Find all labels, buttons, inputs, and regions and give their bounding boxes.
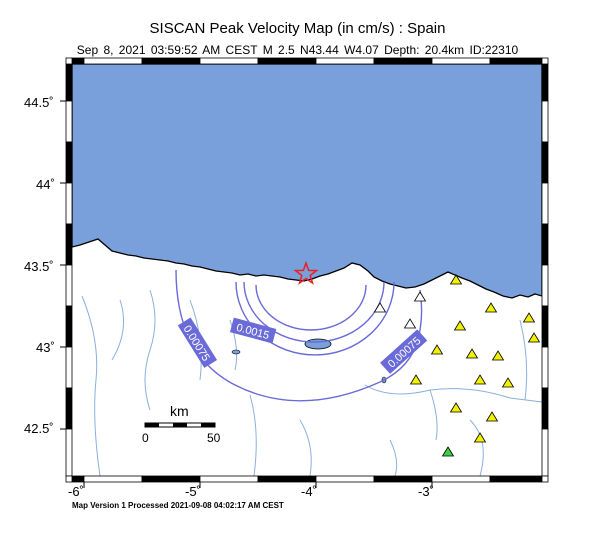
station-triangle-icon[interactable]: [413, 291, 427, 302]
station-triangle-icon[interactable]: [453, 320, 467, 331]
station-triangle-icon[interactable]: [473, 374, 487, 385]
station-triangle-icon[interactable]: [501, 377, 515, 388]
scale-start: 0: [142, 431, 149, 445]
event-id: ID:22310: [469, 43, 519, 57]
frame-segment: [257, 475, 317, 483]
frame-segment: [65, 63, 73, 102]
frame-segment: [83, 57, 143, 65]
station-triangle-icon[interactable]: [465, 348, 479, 359]
station-triangle-icon[interactable]: [430, 344, 444, 355]
rivers: [81, 289, 542, 476]
station-triangle-icon[interactable]: [485, 411, 499, 422]
frame-segment: [541, 182, 549, 225]
station-triangle-icon[interactable]: [441, 446, 455, 457]
lat-tick-label: 44.5˚: [24, 95, 54, 110]
frame-segment: [373, 475, 433, 483]
lon-tick-label: -3˚: [418, 484, 434, 499]
map-subtitle: Sep 8, 2021 03:59:52 AM CEST M 2.5 N43.4…: [0, 43, 595, 57]
frame-segment: [541, 475, 549, 483]
frame-segment: [489, 475, 543, 483]
lat-tick-label: 43˚: [36, 340, 55, 355]
frame-segment: [315, 57, 375, 65]
frame-segment: [83, 475, 143, 483]
frame-segment: [65, 100, 73, 143]
station-triangle-icon[interactable]: [473, 432, 487, 443]
frame-segment: [65, 141, 73, 184]
frame-segment: [541, 57, 549, 65]
event-date: Sep 8, 2021 03:59:52 AM CEST: [76, 43, 258, 57]
frame-segment: [257, 57, 317, 65]
stations: [373, 274, 541, 457]
contour-0.0015-b: [235, 281, 395, 356]
frame-segment: [71, 475, 85, 483]
station-triangle-icon[interactable]: [449, 402, 463, 413]
frame-segment: [141, 57, 201, 65]
scale-unit: km: [170, 403, 189, 419]
frame-segment: [315, 475, 375, 483]
frame-segment: [489, 57, 543, 65]
lon-tick-label: -5˚: [185, 484, 201, 499]
frame-segment: [431, 475, 491, 483]
event-location: N43.44 W4.07: [300, 43, 379, 57]
frame-segment: [541, 264, 549, 307]
scale-end: 50: [207, 431, 221, 445]
station-triangle-icon[interactable]: [491, 350, 505, 361]
event-magnitude: M 2.5: [262, 43, 295, 57]
lat-tick-label: 42.5˚: [24, 421, 54, 436]
frame-segment: [541, 100, 549, 143]
frame-segment: [541, 141, 549, 184]
map-title: SISCAN Peak Velocity Map (in cm/s) : Spa…: [149, 20, 446, 37]
frame-segment: [541, 305, 549, 348]
map-frame: [65, 57, 549, 483]
frame-segment: [71, 57, 85, 65]
frame-segment: [65, 305, 73, 348]
frame-segment: [65, 428, 73, 477]
frame-segment: [199, 57, 259, 65]
axis-ticks: [60, 100, 433, 488]
frame-segment: [373, 57, 433, 65]
frame-segment: [65, 57, 73, 65]
frame-segment: [541, 63, 549, 102]
frame-segment: [65, 264, 73, 307]
contour-inner: [255, 284, 367, 331]
frame-segment: [541, 387, 549, 430]
frame-segment: [431, 57, 491, 65]
station-triangle-icon[interactable]: [484, 302, 498, 313]
frame-segment: [65, 387, 73, 430]
frame-segment: [541, 346, 549, 389]
station-triangle-icon[interactable]: [403, 318, 417, 329]
frame-segment: [541, 223, 549, 266]
epicenter-star-icon[interactable]: [293, 260, 319, 285]
frame-segment: [65, 223, 73, 266]
frame-segment: [541, 428, 549, 477]
lon-tick-label: -6˚: [68, 484, 84, 499]
station-triangle-icon[interactable]: [373, 302, 387, 313]
lake: [231, 349, 241, 355]
map-footer: Map Version 1 Processed 2021-09-08 04:02…: [72, 501, 284, 510]
frame-segment: [199, 475, 259, 483]
frame-segment: [65, 475, 73, 483]
lat-tick-label: 44˚: [36, 177, 55, 192]
station-triangle-icon[interactable]: [449, 274, 463, 285]
scale-bar: km 0 50: [142, 403, 221, 445]
frame-segment: [65, 182, 73, 225]
station-triangle-icon[interactable]: [527, 332, 541, 343]
event-depth: Depth: 20.4km: [384, 43, 465, 57]
lon-tick-label: -4˚: [301, 484, 317, 499]
station-triangle-icon[interactable]: [522, 312, 536, 323]
lat-tick-label: 43.5˚: [24, 259, 54, 274]
frame-segment: [141, 475, 201, 483]
station-triangle-icon[interactable]: [409, 374, 423, 385]
frame-segment: [65, 346, 73, 389]
